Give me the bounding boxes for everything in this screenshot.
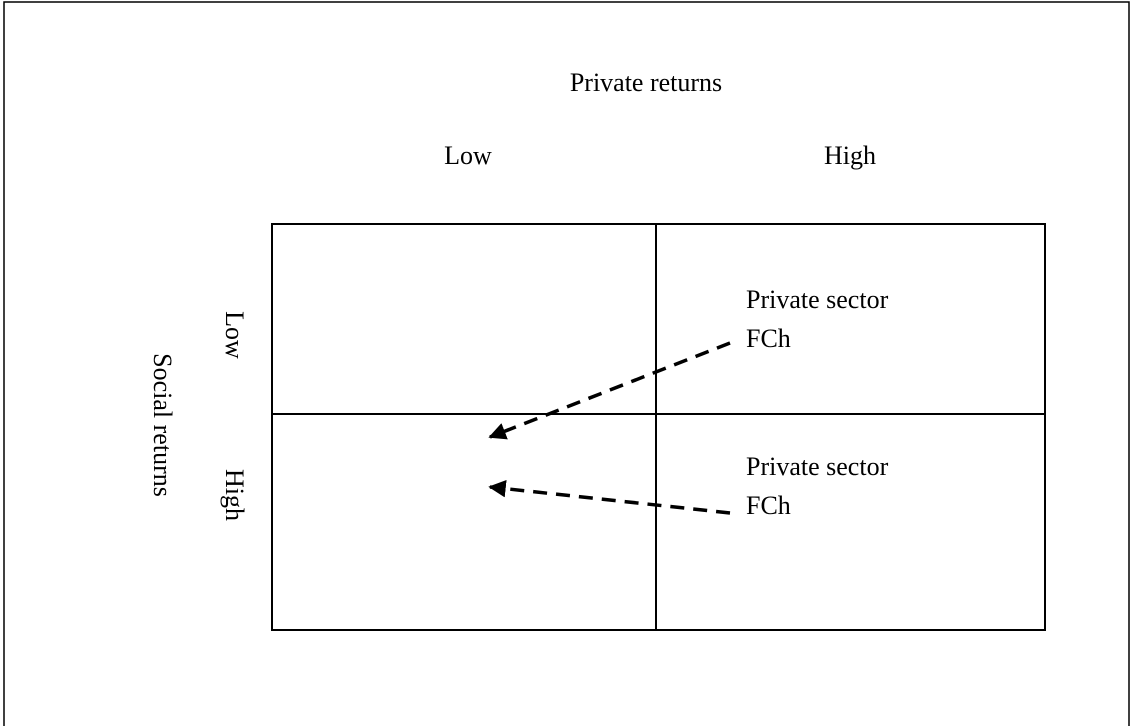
cell-label: Private sector xyxy=(746,452,889,481)
arrow xyxy=(488,479,731,515)
row-axis-title: Social returns xyxy=(148,353,177,497)
matrix xyxy=(271,223,1046,631)
frame xyxy=(3,1,1130,726)
column-label: Low xyxy=(444,141,492,170)
row-label: Low xyxy=(220,311,249,359)
cell-label: Private sector xyxy=(746,285,889,314)
arrow xyxy=(488,341,731,440)
column-axis-title: Private returns xyxy=(570,68,722,97)
cell-sublabel: FCh xyxy=(746,324,791,353)
cell-sublabel: FCh xyxy=(746,491,791,520)
row-label: High xyxy=(220,469,249,521)
column-label: High xyxy=(824,141,876,170)
